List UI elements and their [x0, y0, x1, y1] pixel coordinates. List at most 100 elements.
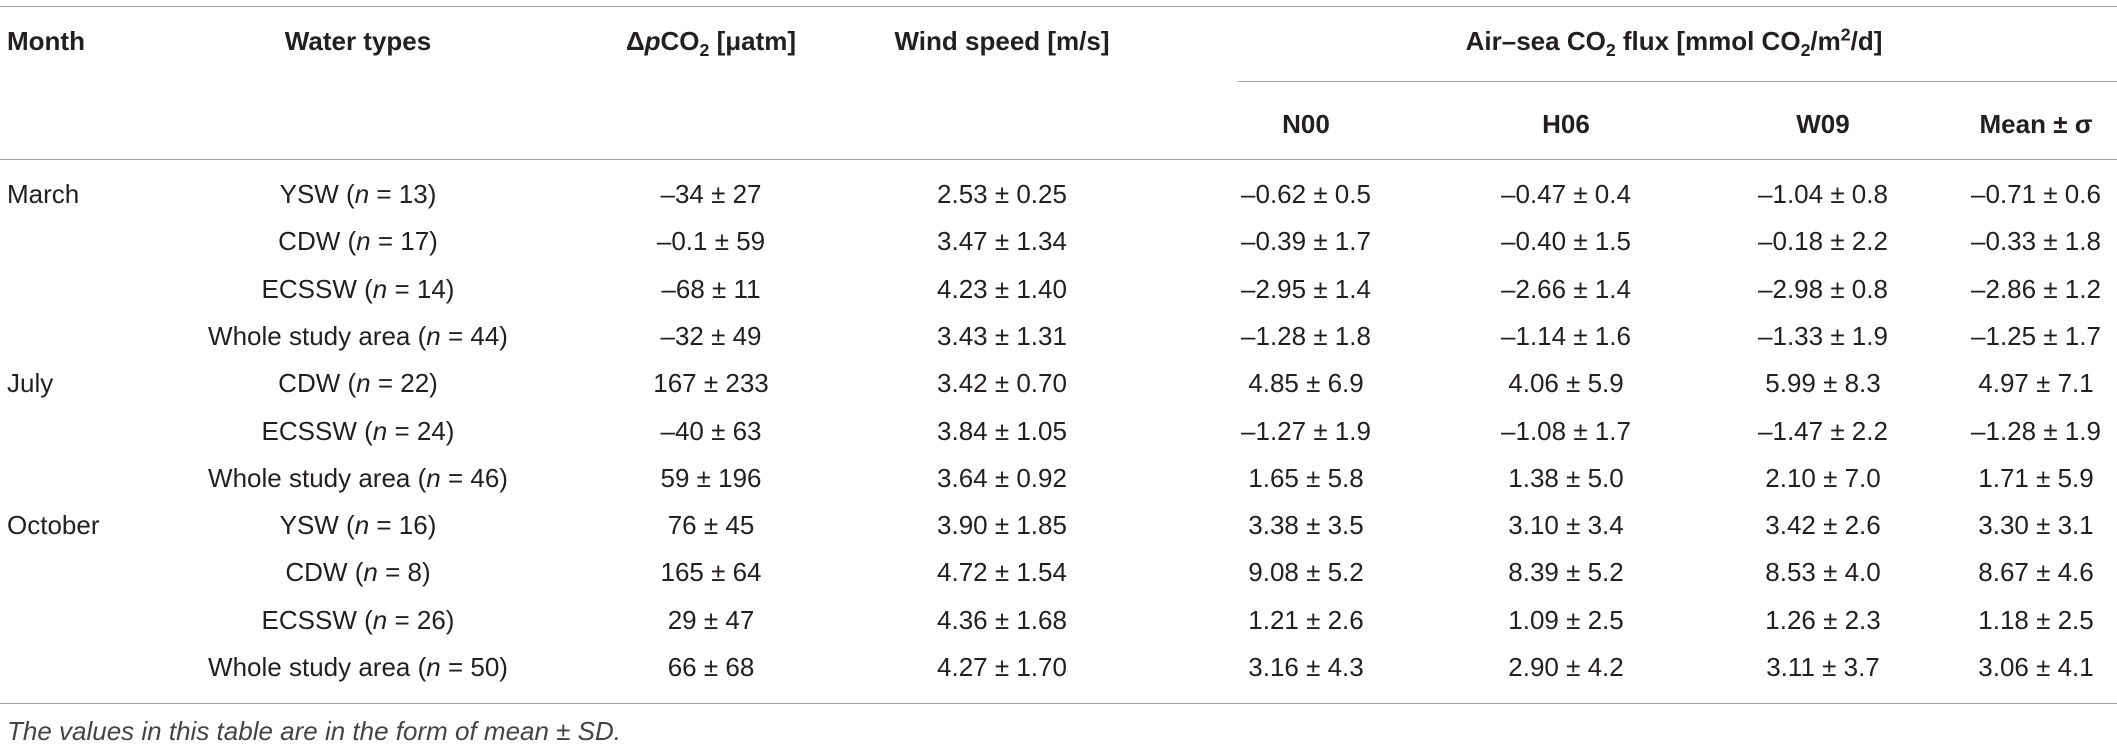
cell: 1.71 ± 5.9 [1978, 462, 2094, 493]
text: = 17) [370, 226, 438, 257]
flux-rule [1238, 81, 2117, 82]
cell: –1.25 ± 1.7 [1971, 320, 2101, 351]
cell: 66 ± 68 [667, 652, 755, 682]
cell: –0.33 ± 1.8 [1971, 226, 2101, 257]
cell: 8.67 ± 4.6 [1978, 557, 2094, 588]
text: = 44) [440, 320, 508, 351]
water-type: YSW (n = 16) [280, 512, 437, 538]
cell: 3.10 ± 3.4 [1508, 510, 1624, 541]
cell: 4.85 ± 6.9 [1248, 368, 1364, 399]
water-type: ECSSW (n = 24) [262, 418, 455, 444]
month: October [7, 510, 100, 541]
text: n [426, 320, 441, 351]
cell: 167 ± 233 [653, 368, 769, 399]
water-type: CDW (n = 8) [285, 559, 430, 585]
text: YSW ( [279, 179, 355, 209]
header-wind-speed: Wind speed [m/s] [894, 26, 1110, 56]
header-delta-pco2: ΔpCO2 [μatm] [625, 26, 797, 59]
text: n [356, 368, 371, 399]
water-type: ECSSW (n = 14) [262, 276, 455, 302]
text: = 24) [387, 415, 455, 446]
cell: 2.10 ± 7.0 [1765, 462, 1881, 493]
month: March [7, 179, 80, 209]
cell: 3.11 ± 3.7 [1766, 652, 1880, 682]
text: CO [660, 26, 700, 56]
cell: –1.04 ± 0.8 [1758, 179, 1888, 209]
text: Air–sea CO [1465, 26, 1606, 56]
text: p [644, 26, 661, 56]
water-type: Whole study area (n = 44) [208, 323, 508, 349]
cell: –0.62 ± 0.5 [1241, 179, 1371, 209]
text: /m [1810, 26, 1841, 56]
cell: –0.47 ± 0.4 [1501, 179, 1631, 209]
cell: –0.1 ± 59 [656, 226, 766, 257]
cell: 4.23 ± 1.40 [937, 273, 1067, 304]
text: = 16) [369, 510, 437, 541]
cell: 3.06 ± 4.1 [1978, 652, 2094, 682]
cell: 3.42 ± 2.6 [1765, 510, 1881, 541]
cell: 2.90 ± 4.2 [1508, 652, 1624, 682]
cell: –40 ± 63 [660, 415, 762, 446]
text: = 8) [377, 557, 431, 588]
cell: –2.98 ± 0.8 [1758, 273, 1888, 304]
cell: 1.65 ± 5.8 [1248, 462, 1364, 493]
cell: 1.38 ± 5.0 [1508, 462, 1624, 493]
text: 2 [1800, 40, 1811, 61]
cell: 3.30 ± 3.1 [1978, 510, 2094, 541]
cell: 4.97 ± 7.1 [1978, 368, 2094, 399]
header-month: Month [7, 26, 85, 56]
cell: 4.27 ± 1.70 [937, 652, 1067, 682]
text: n [372, 273, 388, 304]
text: = 13) [369, 179, 437, 209]
cell: –1.28 ± 1.9 [1971, 415, 2101, 446]
text: Δ [625, 26, 645, 56]
cell: 8.39 ± 5.2 [1508, 557, 1624, 588]
cell: –1.08 ± 1.7 [1501, 415, 1631, 446]
subheader: N00 [1282, 109, 1330, 139]
cell: –2.86 ± 1.2 [1971, 273, 2101, 304]
text: n [356, 226, 371, 257]
text: [μatm] [709, 26, 797, 56]
text: = 22) [370, 368, 438, 399]
month: July [7, 368, 54, 399]
text: = 14) [387, 273, 455, 304]
cell: –0.71 ± 0.6 [1971, 179, 2101, 209]
water-type: CDW (n = 17) [278, 228, 438, 254]
text: Whole study area ( [208, 462, 427, 493]
cell: –1.14 ± 1.6 [1501, 320, 1631, 351]
text: = 46) [440, 462, 508, 493]
cell: –34 ± 27 [660, 179, 762, 209]
cell: –1.27 ± 1.9 [1241, 415, 1371, 446]
text: n [363, 557, 378, 588]
subheader: H06 [1542, 109, 1590, 139]
cell: 1.09 ± 2.5 [1508, 604, 1624, 635]
text: YSW ( [279, 510, 355, 541]
subheader: W09 [1796, 109, 1850, 139]
text: ECSSW ( [261, 604, 373, 635]
cell: –68 ± 11 [661, 273, 761, 304]
cell: 3.43 ± 1.31 [937, 320, 1067, 351]
text: 2 [1605, 40, 1616, 61]
bottom-rule [0, 703, 2117, 704]
cell: 4.72 ± 1.54 [937, 557, 1067, 588]
top-rule [0, 6, 2117, 7]
text: ECSSW ( [261, 415, 373, 446]
text: n [354, 179, 370, 209]
text: flux [mmol CO [1615, 26, 1801, 56]
cell: –1.28 ± 1.8 [1241, 320, 1371, 351]
cell: 5.99 ± 8.3 [1765, 368, 1881, 399]
cell: 2.53 ± 0.25 [937, 179, 1067, 209]
header-rule [0, 159, 2117, 160]
cell: 3.47 ± 1.34 [937, 226, 1067, 257]
subheader: Mean ± σ [1979, 109, 2093, 139]
text: n [426, 652, 441, 682]
text: n [354, 510, 370, 541]
text: 2 [699, 40, 710, 61]
cell: 3.64 ± 0.92 [937, 462, 1067, 493]
text: CDW ( [285, 557, 364, 588]
text: Whole study area ( [208, 320, 427, 351]
text: = 26) [387, 604, 455, 635]
text: ECSSW ( [261, 273, 373, 304]
cell: 3.16 ± 4.3 [1248, 652, 1364, 682]
cell: 1.26 ± 2.3 [1765, 604, 1881, 635]
